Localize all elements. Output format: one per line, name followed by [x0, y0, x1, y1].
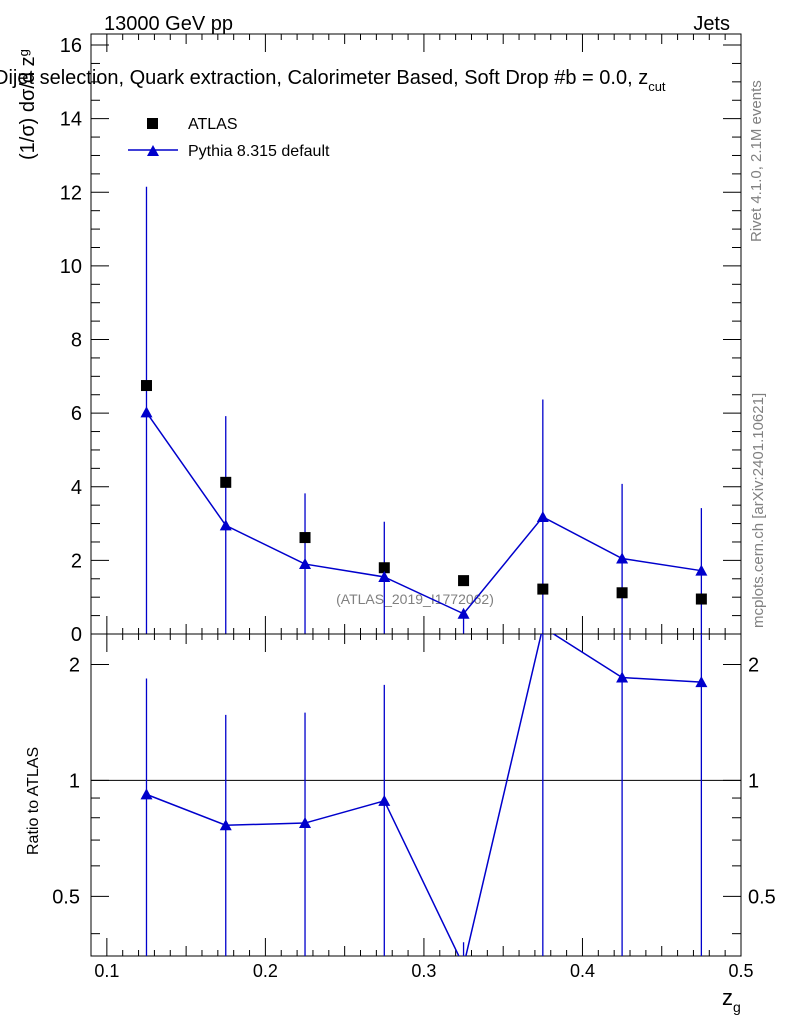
- pythia-point: [536, 510, 549, 522]
- x-tick-label: 0.2: [253, 961, 278, 981]
- plot-title: Dijet selection, Quark extraction, Calor…: [0, 67, 666, 94]
- main-panel: 0 2 4 6 8 10 12 14 16 (ATLAS_2019_I1772062) ATLA…: [16, 33, 742, 646]
- ratio-point: [219, 819, 232, 831]
- pythia-point: [378, 570, 391, 582]
- ratio-frame: [90, 633, 742, 957]
- atlas-point: [299, 532, 311, 544]
- legend-pythia-marker: [147, 145, 159, 156]
- pythia-point: [695, 564, 708, 576]
- atlas-point: [616, 587, 628, 599]
- x-tick-label: 0.4: [570, 961, 595, 981]
- x-tick-label: 0.1: [94, 961, 119, 981]
- ratio-y-tick-label-left: 0.5: [52, 886, 80, 908]
- header-left: 13000 GeV pp: [104, 13, 233, 35]
- main-series: [140, 186, 708, 634]
- main-y-axis-label: (1/σ) dσ/d zg: [16, 49, 39, 160]
- ratio-y-tick-label-right: 1: [748, 770, 759, 792]
- main-y-tick-label: 16: [60, 35, 82, 57]
- ratio-y-tick-label-left: 2: [69, 654, 80, 676]
- ratio-point: [299, 817, 312, 829]
- ratio-point: [695, 676, 708, 688]
- ratio-point: [458, 960, 470, 971]
- mcplots-label: mcplots.cern.ch [arXiv:2401.10621]: [750, 393, 767, 628]
- ratio-point: [378, 794, 391, 806]
- ratio-line: [146, 634, 702, 956]
- ratio-y-tick-label-left: 1: [69, 770, 80, 792]
- ratio-point: [140, 788, 153, 800]
- rivet-label: Rivet 4.1.0, 2.1M events: [748, 80, 765, 242]
- header-right: Jets: [693, 13, 730, 35]
- pythia-point: [616, 552, 629, 564]
- legend: ATLAS Pythia 8.315 default: [128, 116, 330, 160]
- pythia-point: [140, 406, 153, 418]
- x-tick-label: 0.5: [728, 961, 753, 981]
- main-y-tick-label: 8: [71, 330, 82, 352]
- main-y-tick-label: 2: [71, 550, 82, 572]
- legend-atlas-label: ATLAS: [188, 116, 238, 133]
- pythia-point: [457, 607, 470, 619]
- main-y-tick-label: 12: [60, 182, 82, 204]
- ratio-y-tick-label-right: 2: [748, 654, 759, 676]
- x-tick-labels: 0.1 0.2 0.3 0.4 0.5: [94, 961, 753, 981]
- main-y-ticks: 0 2 4 6 8 10 12 14 16: [60, 35, 741, 646]
- ratio-x-ticks: [90, 634, 742, 956]
- ratio-point: [616, 671, 629, 683]
- x-axis-label: zg: [722, 985, 741, 1015]
- main-y-tick-label: 14: [60, 109, 82, 131]
- pythia-point: [299, 558, 312, 570]
- main-y-tick-label: 10: [60, 256, 82, 278]
- watermark: (ATLAS_2019_I1772062): [336, 591, 494, 607]
- ratio-y-tick-label-right: 0.5: [748, 886, 776, 908]
- x-tick-label: 0.3: [411, 961, 436, 981]
- pythia-line: [145, 411, 702, 615]
- ratio-panel: 0.5 0.5 1 1 2 2 Ratio to ATLAS: [25, 633, 776, 971]
- legend-atlas-marker: [147, 118, 158, 129]
- ratio-y-ticks: 0.5 0.5 1 1 2 2: [52, 654, 776, 935]
- main-y-tick-label: 0: [71, 624, 82, 646]
- ratio-y-axis-label: Ratio to ATLAS: [25, 747, 42, 855]
- ratio-series: [140, 634, 708, 971]
- atlas-point: [695, 593, 707, 605]
- main-y-tick-label: 4: [71, 477, 82, 499]
- atlas-point: [378, 562, 390, 574]
- atlas-point: [458, 575, 470, 587]
- main-y-tick-label: 6: [71, 403, 82, 425]
- atlas-point: [140, 380, 152, 392]
- atlas-point: [220, 476, 232, 488]
- pythia-point: [219, 519, 232, 531]
- atlas-point: [537, 583, 549, 595]
- main-x-ticks: [90, 34, 742, 634]
- legend-pythia-label: Pythia 8.315 default: [188, 143, 330, 160]
